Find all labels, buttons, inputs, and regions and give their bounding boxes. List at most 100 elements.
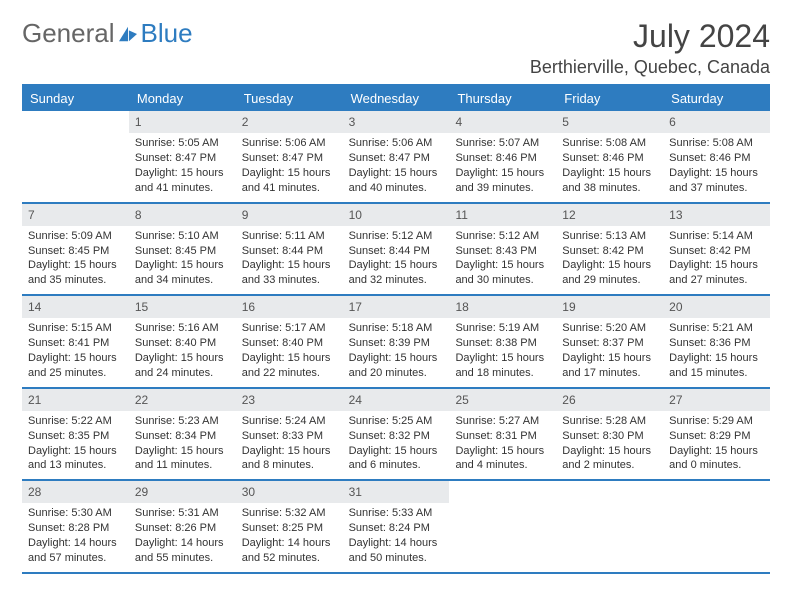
- weekday-header: Friday: [556, 86, 663, 111]
- week-row: 21Sunrise: 5:22 AMSunset: 8:35 PMDayligh…: [22, 389, 770, 482]
- sunset-line: Sunset: 8:31 PM: [455, 429, 550, 444]
- day-number: 30: [236, 481, 343, 503]
- sunset-line: Sunset: 8:39 PM: [349, 336, 444, 351]
- sunrise-line: Sunrise: 5:13 AM: [562, 229, 657, 244]
- daylight-line: Daylight: 15 hours and 8 minutes.: [242, 444, 337, 474]
- daylight-line: Daylight: 14 hours and 55 minutes.: [135, 536, 230, 566]
- day-number: 31: [343, 481, 450, 503]
- day-body: Sunrise: 5:21 AMSunset: 8:36 PMDaylight:…: [663, 321, 770, 386]
- sunset-line: Sunset: 8:42 PM: [562, 244, 657, 259]
- day-number: 13: [663, 204, 770, 226]
- day-body: Sunrise: 5:31 AMSunset: 8:26 PMDaylight:…: [129, 506, 236, 571]
- weekday-header: Saturday: [663, 86, 770, 111]
- day-number: 11: [449, 204, 556, 226]
- sunset-line: Sunset: 8:25 PM: [242, 521, 337, 536]
- daylight-line: Daylight: 15 hours and 25 minutes.: [28, 351, 123, 381]
- calendar: SundayMondayTuesdayWednesdayThursdayFrid…: [22, 84, 770, 574]
- weeks-container: 1Sunrise: 5:05 AMSunset: 8:47 PMDaylight…: [22, 111, 770, 574]
- day-number: 25: [449, 389, 556, 411]
- sunrise-line: Sunrise: 5:10 AM: [135, 229, 230, 244]
- day-cell: 6Sunrise: 5:08 AMSunset: 8:46 PMDaylight…: [663, 111, 770, 202]
- day-body: Sunrise: 5:12 AMSunset: 8:43 PMDaylight:…: [449, 229, 556, 294]
- day-body: Sunrise: 5:09 AMSunset: 8:45 PMDaylight:…: [22, 229, 129, 294]
- day-cell: 12 Sunrise: 5:13 AMSunset: 8:42 PMDayligh…: [556, 204, 663, 295]
- day-body: Sunrise: 5:16 AMSunset: 8:40 PMDaylight:…: [129, 321, 236, 386]
- day-cell: 13Sunrise: 5:14 AMSunset: 8:42 PMDayligh…: [663, 204, 770, 295]
- day-body: Sunrise: 5:25 AMSunset: 8:32 PMDaylight:…: [343, 414, 450, 479]
- day-body: Sunrise: 5:23 AMSunset: 8:34 PMDaylight:…: [129, 414, 236, 479]
- sunset-line: Sunset: 8:37 PM: [562, 336, 657, 351]
- day-cell: 18Sunrise: 5:19 AMSunset: 8:38 PMDayligh…: [449, 296, 556, 387]
- week-row: 28Sunrise: 5:30 AMSunset: 8:28 PMDayligh…: [22, 481, 770, 574]
- day-body: Sunrise: 5:07 AMSunset: 8:46 PMDaylight:…: [449, 136, 556, 201]
- day-body: Sunrise: 5:05 AMSunset: 8:47 PMDaylight:…: [129, 136, 236, 201]
- location-subtitle: Berthierville, Quebec, Canada: [530, 57, 770, 78]
- daylight-line: Daylight: 15 hours and 4 minutes.: [455, 444, 550, 474]
- sunset-line: Sunset: 8:42 PM: [669, 244, 764, 259]
- day-cell: 24 Sunrise: 5:25 AMSunset: 8:32 PMDayligh…: [343, 389, 450, 480]
- sunset-line: Sunset: 8:44 PM: [242, 244, 337, 259]
- day-body: Sunrise: 5:13 AMSunset: 8:42 PMDaylight:…: [556, 229, 663, 294]
- daylight-line: Daylight: 15 hours and 35 minutes.: [28, 258, 123, 288]
- weekday-header: Monday: [129, 86, 236, 111]
- week-row: 1Sunrise: 5:05 AMSunset: 8:47 PMDaylight…: [22, 111, 770, 204]
- day-cell: 14 Sunrise: 5:15 AMSunset: 8:41 PMDayligh…: [22, 296, 129, 387]
- day-body: Sunrise: 5:22 AMSunset: 8:35 PMDaylight:…: [22, 414, 129, 479]
- sunrise-line: Sunrise: 5:12 AM: [455, 229, 550, 244]
- day-number: 26: [556, 389, 663, 411]
- daylight-line: Daylight: 15 hours and 40 minutes.: [349, 166, 444, 196]
- sunset-line: Sunset: 8:41 PM: [28, 336, 123, 351]
- sunset-line: Sunset: 8:44 PM: [349, 244, 444, 259]
- day-number: 24: [343, 389, 450, 411]
- sunrise-line: Sunrise: 5:08 AM: [669, 136, 764, 151]
- day-body: Sunrise: 5:18 AMSunset: 8:39 PMDaylight:…: [343, 321, 450, 386]
- daylight-line: Daylight: 15 hours and 17 minutes.: [562, 351, 657, 381]
- day-body: Sunrise: 5:15 AMSunset: 8:41 PMDaylight:…: [22, 321, 129, 386]
- sunset-line: Sunset: 8:45 PM: [28, 244, 123, 259]
- sunrise-line: Sunrise: 5:24 AM: [242, 414, 337, 429]
- day-cell: 9Sunrise: 5:11 AMSunset: 8:44 PMDaylight…: [236, 204, 343, 295]
- day-cell: 10Sunrise: 5:12 AMSunset: 8:44 PMDayligh…: [343, 204, 450, 295]
- day-body: Sunrise: 5:27 AMSunset: 8:31 PMDaylight:…: [449, 414, 556, 479]
- day-body: Sunrise: 5:19 AMSunset: 8:38 PMDaylight:…: [449, 321, 556, 386]
- daylight-line: Daylight: 15 hours and 2 minutes.: [562, 444, 657, 474]
- daylight-line: Daylight: 15 hours and 20 minutes.: [349, 351, 444, 381]
- sunset-line: Sunset: 8:38 PM: [455, 336, 550, 351]
- sunset-line: Sunset: 8:29 PM: [669, 429, 764, 444]
- logo-sail-icon: [117, 25, 139, 43]
- day-cell: 26 Sunrise: 5:28 AMSunset: 8:30 PMDayligh…: [556, 389, 663, 480]
- sunrise-line: Sunrise: 5:25 AM: [349, 414, 444, 429]
- week-row: 14 Sunrise: 5:15 AMSunset: 8:41 PMDayligh…: [22, 296, 770, 389]
- day-number: 7: [22, 204, 129, 226]
- weekday-header-row: SundayMondayTuesdayWednesdayThursdayFrid…: [22, 86, 770, 111]
- sunset-line: Sunset: 8:36 PM: [669, 336, 764, 351]
- day-body: Sunrise: 5:28 AMSunset: 8:30 PMDaylight:…: [556, 414, 663, 479]
- day-cell: [22, 111, 129, 202]
- day-cell: 19Sunrise: 5:20 AMSunset: 8:37 PMDayligh…: [556, 296, 663, 387]
- day-number: 12: [556, 204, 663, 226]
- sunrise-line: Sunrise: 5:18 AM: [349, 321, 444, 336]
- sunset-line: Sunset: 8:46 PM: [455, 151, 550, 166]
- weekday-header: Thursday: [449, 86, 556, 111]
- weekday-header: Wednesday: [343, 86, 450, 111]
- sunrise-line: Sunrise: 5:12 AM: [349, 229, 444, 244]
- sunset-line: Sunset: 8:43 PM: [455, 244, 550, 259]
- day-body: Sunrise: 5:10 AMSunset: 8:45 PMDaylight:…: [129, 229, 236, 294]
- daylight-line: Daylight: 15 hours and 41 minutes.: [135, 166, 230, 196]
- day-cell: 8Sunrise: 5:10 AMSunset: 8:45 PMDaylight…: [129, 204, 236, 295]
- day-body: Sunrise: 5:06 AMSunset: 8:47 PMDaylight:…: [343, 136, 450, 201]
- day-number: 14: [22, 296, 129, 318]
- sunrise-line: Sunrise: 5:09 AM: [28, 229, 123, 244]
- day-body: Sunrise: 5:06 AMSunset: 8:47 PMDaylight:…: [236, 136, 343, 201]
- daylight-line: Daylight: 15 hours and 37 minutes.: [669, 166, 764, 196]
- day-number: 16: [236, 296, 343, 318]
- sunset-line: Sunset: 8:35 PM: [28, 429, 123, 444]
- daylight-line: Daylight: 15 hours and 13 minutes.: [28, 444, 123, 474]
- daylight-line: Daylight: 14 hours and 57 minutes.: [28, 536, 123, 566]
- day-body: Sunrise: 5:08 AMSunset: 8:46 PMDaylight:…: [663, 136, 770, 201]
- sunrise-line: Sunrise: 5:21 AM: [669, 321, 764, 336]
- sunrise-line: Sunrise: 5:27 AM: [455, 414, 550, 429]
- sunrise-line: Sunrise: 5:14 AM: [669, 229, 764, 244]
- sunset-line: Sunset: 8:45 PM: [135, 244, 230, 259]
- daylight-line: Daylight: 15 hours and 22 minutes.: [242, 351, 337, 381]
